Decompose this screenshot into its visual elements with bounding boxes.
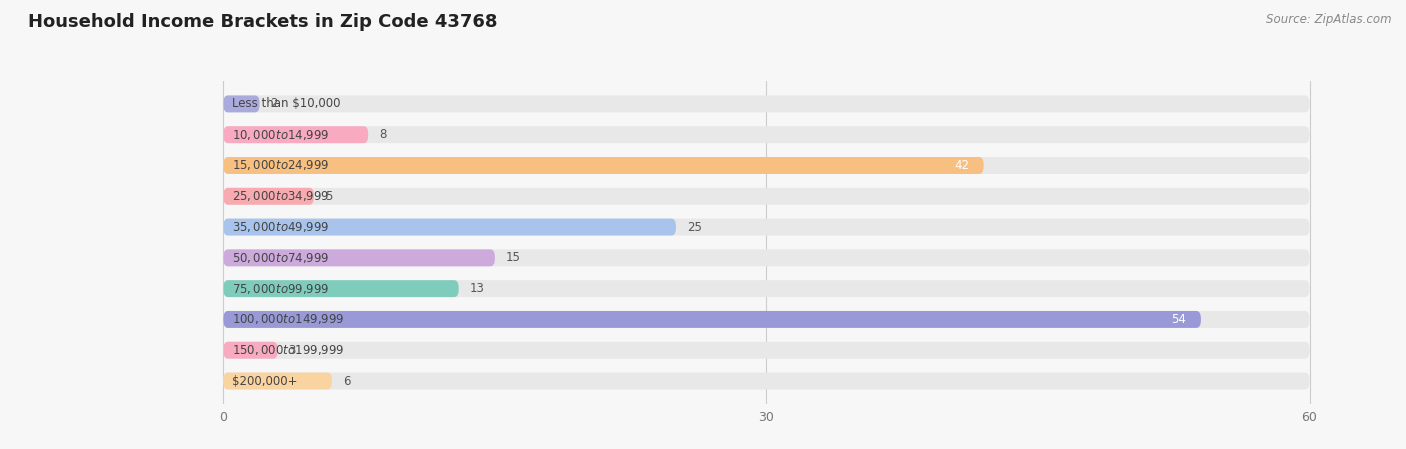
Text: $25,000 to $34,999: $25,000 to $34,999 [232, 189, 330, 203]
FancyBboxPatch shape [224, 219, 1309, 236]
Text: $150,000 to $199,999: $150,000 to $199,999 [232, 343, 344, 357]
FancyBboxPatch shape [224, 373, 332, 389]
FancyBboxPatch shape [224, 126, 1309, 143]
FancyBboxPatch shape [224, 373, 1309, 389]
Text: $200,000+: $200,000+ [232, 374, 298, 387]
FancyBboxPatch shape [224, 157, 1309, 174]
FancyBboxPatch shape [224, 311, 1201, 328]
Text: 6: 6 [343, 374, 350, 387]
Text: Less than $10,000: Less than $10,000 [232, 97, 340, 110]
FancyBboxPatch shape [224, 280, 1309, 297]
FancyBboxPatch shape [224, 188, 314, 205]
FancyBboxPatch shape [224, 342, 277, 359]
Text: 15: 15 [506, 251, 520, 264]
Text: $15,000 to $24,999: $15,000 to $24,999 [232, 158, 330, 172]
Text: $10,000 to $14,999: $10,000 to $14,999 [232, 128, 330, 142]
Text: 54: 54 [1171, 313, 1187, 326]
FancyBboxPatch shape [224, 126, 368, 143]
Text: $100,000 to $149,999: $100,000 to $149,999 [232, 313, 344, 326]
FancyBboxPatch shape [224, 96, 1309, 112]
Text: 25: 25 [686, 220, 702, 233]
Text: Household Income Brackets in Zip Code 43768: Household Income Brackets in Zip Code 43… [28, 13, 498, 31]
FancyBboxPatch shape [224, 96, 260, 112]
Text: 2: 2 [270, 97, 278, 110]
Text: $50,000 to $74,999: $50,000 to $74,999 [232, 251, 330, 265]
Text: 13: 13 [470, 282, 485, 295]
FancyBboxPatch shape [224, 188, 1309, 205]
FancyBboxPatch shape [224, 280, 458, 297]
Text: $75,000 to $99,999: $75,000 to $99,999 [232, 282, 330, 295]
Text: 5: 5 [325, 190, 332, 203]
Text: $35,000 to $49,999: $35,000 to $49,999 [232, 220, 330, 234]
FancyBboxPatch shape [224, 249, 1309, 266]
Text: Source: ZipAtlas.com: Source: ZipAtlas.com [1267, 13, 1392, 26]
FancyBboxPatch shape [224, 157, 984, 174]
Text: 3: 3 [288, 344, 295, 357]
FancyBboxPatch shape [224, 219, 676, 236]
FancyBboxPatch shape [224, 342, 1309, 359]
Text: 8: 8 [380, 128, 387, 141]
FancyBboxPatch shape [224, 311, 1309, 328]
Text: 42: 42 [955, 159, 969, 172]
FancyBboxPatch shape [224, 249, 495, 266]
